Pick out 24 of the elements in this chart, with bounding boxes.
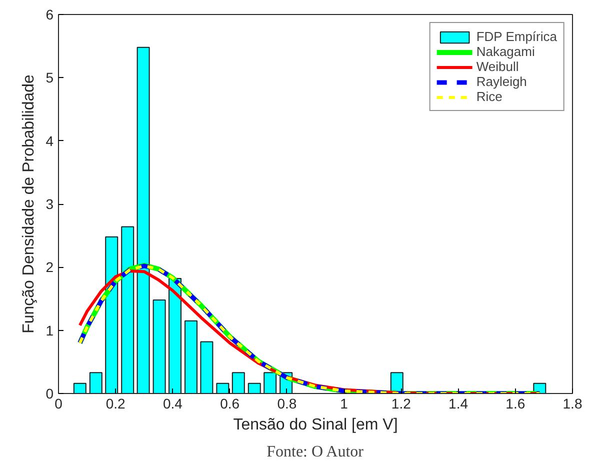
y-tick-label: 5 [46, 70, 54, 86]
x-tick-label: 1 [340, 396, 348, 412]
legend-label: FDP Empírica [476, 29, 557, 44]
x-tick-label: 1.6 [506, 396, 526, 412]
y-tick-label: 3 [46, 196, 54, 212]
y-tick-label: 1 [46, 322, 54, 338]
legend-label: Weibull [476, 59, 519, 74]
x-tick-label: 0.2 [106, 396, 126, 412]
x-axis-title: Tensão do Sinal [em V] [233, 416, 398, 434]
y-tick-label: 4 [46, 132, 54, 149]
y-tick-label: 0 [46, 386, 54, 402]
x-tick-label: 0.4 [162, 396, 183, 412]
legend-label: Rayleigh [476, 74, 527, 89]
x-tick-label: 1.2 [391, 396, 412, 412]
x-tick-label: 1.4 [448, 396, 468, 412]
legend-label: Nakagami [476, 44, 535, 59]
legend-label: Rice [476, 89, 502, 104]
y-tick-label: 6 [46, 6, 54, 22]
x-tick-label: 0.6 [220, 396, 240, 412]
source-note: Fonte: O Autor [266, 444, 364, 460]
x-tick-label: 1.8 [562, 396, 582, 412]
x-tick-label: 0.8 [277, 396, 297, 412]
y-tick-label: 2 [46, 259, 54, 276]
y-axis-title: Função Densidade de Probabilidade [20, 74, 38, 334]
